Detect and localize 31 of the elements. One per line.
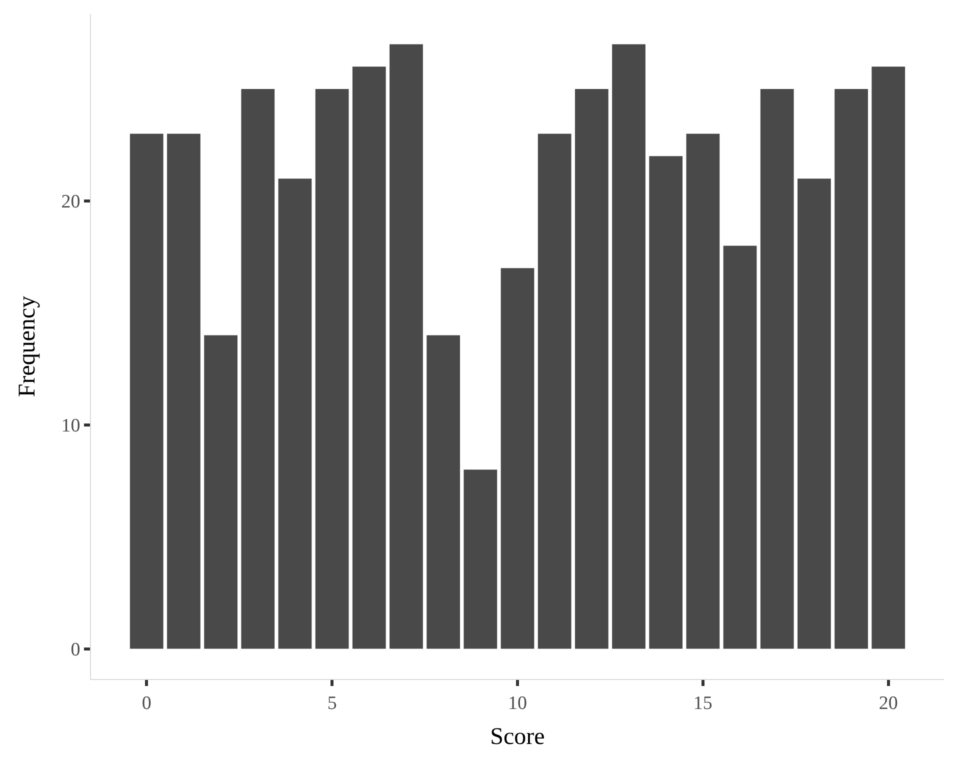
bar bbox=[204, 335, 238, 649]
bar bbox=[130, 134, 164, 649]
bar bbox=[686, 134, 720, 649]
bar bbox=[390, 44, 423, 649]
bar bbox=[241, 89, 275, 649]
x-axis-title: Score bbox=[490, 724, 545, 750]
bar bbox=[612, 44, 646, 649]
y-tick-label: 0 bbox=[70, 639, 80, 660]
bar bbox=[426, 335, 460, 649]
x-tick-label: 0 bbox=[142, 692, 152, 714]
y-tick-label: 10 bbox=[61, 416, 80, 437]
x-tick-label: 15 bbox=[693, 692, 712, 714]
bar bbox=[464, 470, 498, 649]
bar bbox=[278, 178, 312, 649]
bar bbox=[723, 246, 757, 649]
bar bbox=[538, 134, 572, 649]
y-tick-label: 20 bbox=[61, 192, 80, 213]
bar bbox=[872, 66, 906, 649]
bar bbox=[760, 89, 794, 649]
x-tick-label: 5 bbox=[327, 692, 337, 714]
x-tick-label: 20 bbox=[878, 692, 898, 714]
bar bbox=[167, 134, 200, 649]
bar bbox=[834, 89, 868, 649]
x-tick-label: 10 bbox=[508, 692, 527, 714]
bar bbox=[574, 89, 608, 649]
y-axis-title: Frequency bbox=[14, 296, 40, 398]
bar bbox=[798, 178, 831, 649]
bar bbox=[649, 156, 683, 649]
bar bbox=[315, 89, 349, 649]
bar bbox=[352, 66, 386, 649]
bar bbox=[500, 268, 534, 649]
